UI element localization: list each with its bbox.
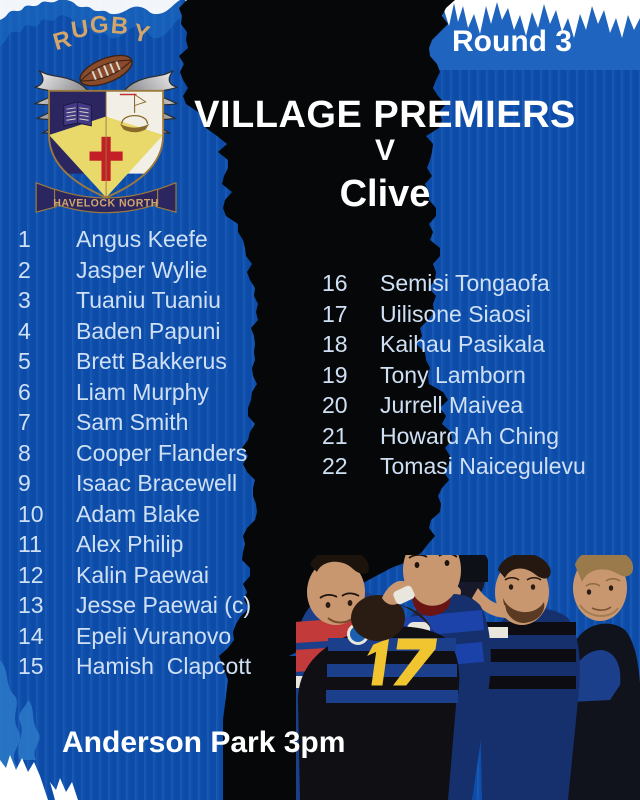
svg-text:HAVELOCK NORTH: HAVELOCK NORTH: [53, 198, 159, 210]
svg-text:VILLAGE PREMIERS: VILLAGE PREMIERS: [194, 94, 576, 136]
svg-text:Round 3: Round 3: [452, 25, 572, 58]
svg-text:V: V: [375, 134, 395, 167]
svg-text:Clive: Clive: [340, 173, 431, 215]
svg-text:Anderson Park 3pm: Anderson Park 3pm: [62, 726, 345, 759]
